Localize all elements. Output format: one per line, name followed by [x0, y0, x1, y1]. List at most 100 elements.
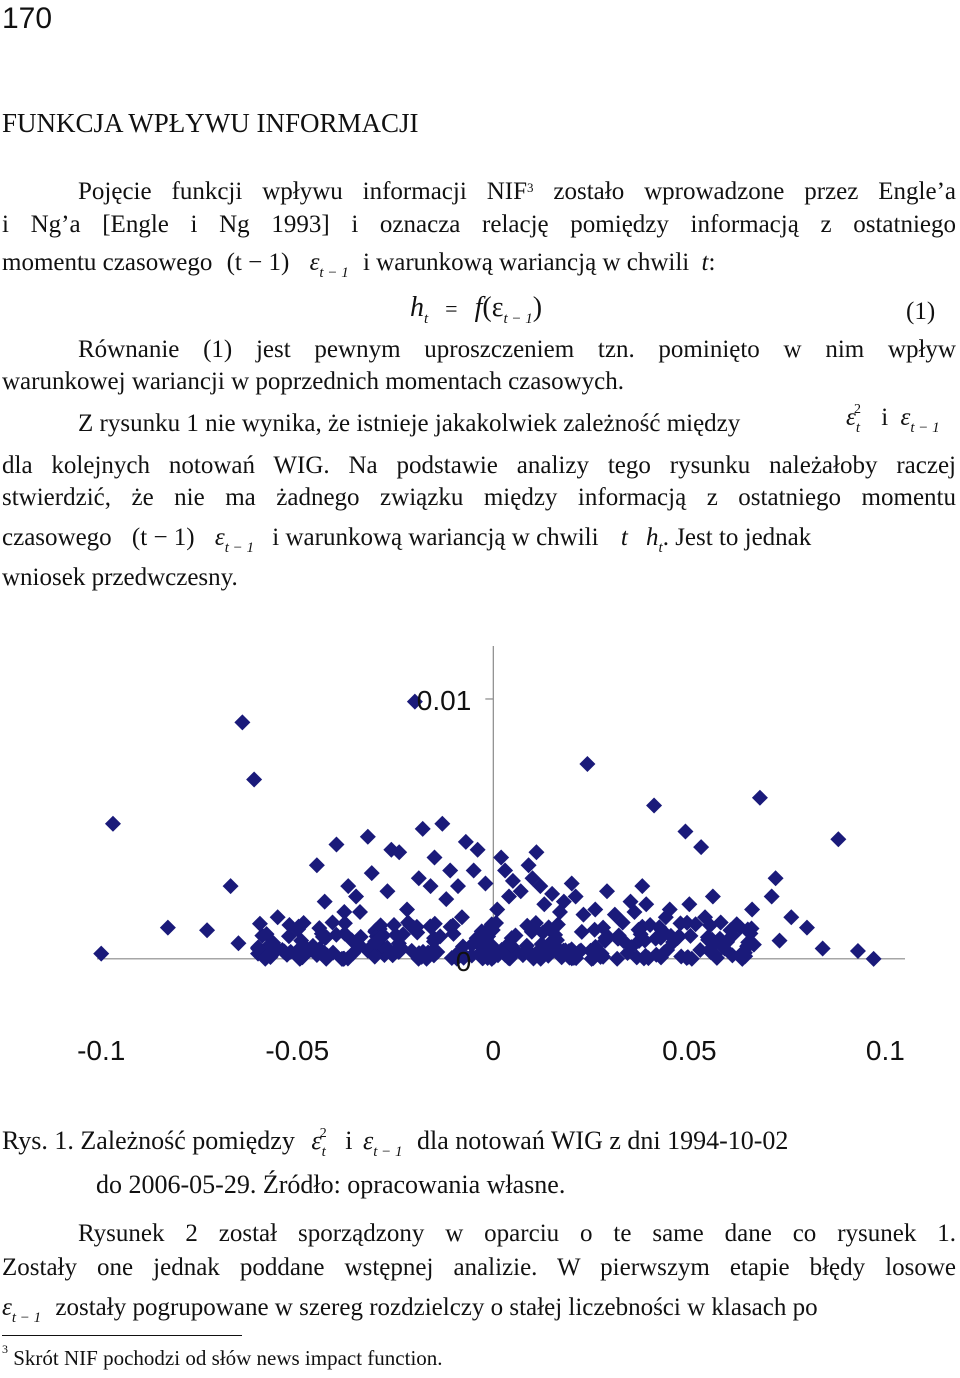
data-point [465, 862, 482, 879]
data-point [199, 922, 216, 939]
data-point [619, 944, 636, 961]
data-point [579, 755, 596, 772]
data-point [365, 936, 382, 953]
caption-label: Rys. 1. [2, 1126, 74, 1155]
math-epsilon: ε [214, 524, 225, 551]
x-tick-label: -0.05 [265, 1035, 329, 1066]
data-point [426, 849, 443, 866]
data-point [422, 878, 439, 895]
data-point [420, 944, 437, 961]
data-point [366, 948, 383, 965]
footnote-rule [2, 1335, 242, 1336]
eq-h-sub: t [424, 311, 429, 327]
chart-points [93, 693, 882, 967]
data-point [351, 904, 368, 921]
para3-line2: dla kolejnych notowań WIG. Na podstawie … [2, 452, 956, 479]
scatter-chart: 0.01 0 -0.1 -0.05 0 0.05 0.1 [77, 646, 905, 1066]
para1-text-a: Pojęcie funkcji wpływu informacji NIF [78, 178, 527, 205]
data-point [634, 878, 651, 895]
x-tick-label: 0.1 [866, 1035, 905, 1066]
data-point [609, 950, 626, 967]
data-point [672, 915, 689, 932]
data-point [500, 950, 517, 967]
data-point [597, 929, 614, 946]
math-h: h [646, 524, 659, 551]
data-point [324, 914, 341, 931]
data-point [457, 833, 474, 850]
math-sub: t − 1 [373, 1144, 403, 1160]
para4-line2: Zostały one jednak poddane wstępnej anal… [2, 1254, 956, 1281]
data-point [662, 927, 679, 944]
para3-line4-text3: . Jest to jednak [662, 524, 812, 551]
data-point [704, 888, 721, 905]
data-point [544, 885, 561, 902]
data-point [399, 901, 416, 918]
data-point [363, 865, 380, 882]
para4-line3: εt − 1 zostały pogrupowane w szereg rozd… [2, 1292, 818, 1327]
data-point [702, 944, 719, 961]
data-point [406, 693, 423, 710]
data-point [426, 930, 443, 947]
para3-line4-text: czasowego [2, 524, 112, 551]
data-point [798, 919, 815, 936]
data-point [352, 928, 369, 945]
data-point [487, 946, 504, 963]
data-point [609, 930, 626, 947]
data-point [426, 915, 443, 932]
data-point [246, 771, 263, 788]
para4-line3-text: zostały pogrupowane w szereg rozdzielczy… [55, 1294, 818, 1321]
data-point [536, 896, 553, 913]
data-point [438, 891, 455, 908]
data-point [638, 896, 655, 913]
data-point [348, 888, 365, 905]
data-point [783, 909, 800, 926]
y-tick-label: 0.01 [417, 685, 472, 716]
data-point [512, 883, 529, 900]
para1-line3-text2: i warunkową wariancją w chwili [362, 249, 690, 276]
para3-line1-math: εt2 i εt − 1 [846, 402, 940, 436]
para1-line3: momentu czasowego (t − 1) εt − 1 i warun… [2, 247, 715, 282]
data-point [563, 875, 580, 892]
chart-labels: 0.01 0 -0.1 -0.05 0 0.05 0.1 [77, 685, 905, 1066]
data-point [493, 849, 510, 866]
math-sub: t − 1 [11, 1310, 42, 1326]
data-point [230, 935, 247, 952]
eq-arg: (ε [482, 292, 504, 323]
data-point [434, 815, 451, 832]
data-point [463, 947, 480, 964]
para1-line3-text: momentu czasowego [2, 249, 213, 276]
data-point [453, 909, 470, 926]
figure-caption-line2: do 2006-05-29. Źródło: opracowania własn… [96, 1170, 566, 1199]
data-point [234, 714, 251, 731]
data-point [258, 926, 275, 943]
data-point [390, 935, 407, 952]
data-point [507, 927, 524, 944]
y-tick-label: 0 [456, 946, 472, 977]
para3-line3: stwierdzić, że nie ma żadnego związku mi… [2, 484, 956, 511]
data-point [682, 927, 699, 944]
data-point [555, 893, 572, 910]
data-point [336, 904, 353, 921]
math-t-minus-1: (t − 1) [226, 249, 290, 276]
data-point [722, 922, 739, 939]
data-point [497, 862, 514, 879]
section-title: FUNKCJA WPŁYWU INFORMACJI [2, 108, 419, 138]
eq-equals: = [445, 296, 458, 321]
math-epsilon: ε [363, 1126, 374, 1155]
data-point [408, 918, 425, 935]
data-point [767, 870, 784, 887]
data-point [599, 883, 616, 900]
colon: : [708, 249, 716, 276]
data-point [587, 901, 604, 918]
page-number: 170 [2, 2, 53, 35]
data-point [575, 906, 592, 923]
data-point [692, 941, 709, 958]
data-point [336, 925, 353, 942]
data-point [265, 936, 282, 953]
data-point [693, 839, 710, 856]
math-sup: 2 [319, 1126, 327, 1141]
data-point [830, 831, 847, 848]
data-point [250, 940, 267, 957]
data-point [410, 870, 427, 887]
data-point [534, 924, 551, 941]
